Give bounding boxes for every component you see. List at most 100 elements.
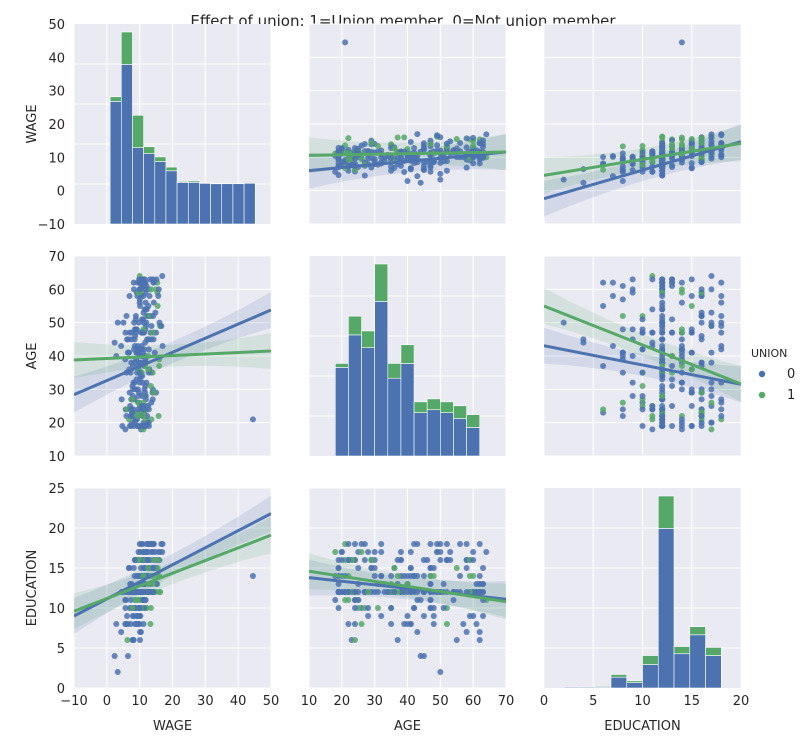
scatter-point <box>124 613 131 619</box>
scatter-point <box>335 156 342 163</box>
scatter-point <box>470 613 477 619</box>
scatter-point <box>649 339 656 346</box>
scatter-point <box>708 138 715 145</box>
scatter-point <box>718 406 725 413</box>
scatter-point <box>649 413 656 419</box>
scatter-point <box>639 346 646 353</box>
scatter-point <box>150 336 157 343</box>
scatter-point <box>427 141 434 148</box>
scatter-point <box>609 343 616 349</box>
scatter-point <box>401 621 408 627</box>
scatter-point <box>142 383 149 389</box>
scatter-point <box>708 286 715 293</box>
xtick-label: 40 <box>230 694 247 709</box>
scatter-point <box>137 637 144 643</box>
scatter-point <box>401 168 408 175</box>
scatter-point <box>365 613 372 619</box>
scatter-point <box>708 419 715 426</box>
scatter-point <box>345 156 352 163</box>
scatter-point <box>135 621 142 627</box>
hist-bar-union0 <box>657 528 675 688</box>
scatter-point <box>145 366 152 373</box>
scatter-point <box>149 329 156 336</box>
scatter-point <box>659 329 666 336</box>
hist-bar-union1 <box>626 680 643 683</box>
scatter-point <box>659 423 666 429</box>
panel-wage-vs-wage: −10 0 10 20 30 40 50 WAGE <box>25 18 272 233</box>
scatter-point <box>430 565 437 571</box>
hist-bar-union1 <box>642 655 659 665</box>
hist-bar-union0 <box>374 301 389 456</box>
scatter-point <box>147 383 154 389</box>
scatter-point <box>560 319 567 326</box>
panel-body <box>544 273 741 433</box>
scatter-point <box>154 565 161 571</box>
scatter-point <box>365 148 372 155</box>
scatter-point <box>698 413 705 419</box>
ytick-label: 20 <box>48 417 65 432</box>
scatter-point <box>140 621 147 627</box>
ytick-label: 10 <box>48 602 65 617</box>
scatter-point <box>659 145 666 152</box>
scatter-point <box>669 145 676 152</box>
scatter-point <box>600 153 607 160</box>
xlabel-education: EDUCATION <box>604 719 680 734</box>
scatter-point <box>368 565 375 571</box>
scatter-point <box>420 557 427 563</box>
xtick-label: 70 <box>498 694 515 709</box>
regression-line-union0 <box>544 344 741 386</box>
hist-bar-union0 <box>642 664 659 688</box>
scatter-point <box>678 363 685 369</box>
scatter-point <box>133 613 140 619</box>
scatter-point <box>619 168 626 175</box>
scatter-point <box>649 276 656 283</box>
scatter-point <box>447 549 454 555</box>
scatter-point <box>401 573 408 579</box>
hist-bar-union1 <box>673 646 691 655</box>
scatter-point <box>698 139 705 146</box>
scatter-point <box>437 669 444 675</box>
scatter-point <box>659 276 666 283</box>
hist-bar-union0 <box>348 334 362 456</box>
scatter-point <box>463 541 470 547</box>
scatter-point <box>407 565 414 571</box>
scatter-point <box>649 403 656 409</box>
hist-bar-union0 <box>610 676 628 688</box>
xtick-label: 10 <box>634 694 651 709</box>
scatter-point <box>358 621 365 627</box>
scatter-point <box>708 131 715 138</box>
ytick-label: 40 <box>48 51 65 66</box>
xtick-label: 30 <box>366 694 383 709</box>
scatter-point <box>460 621 467 627</box>
hist-bar-union1 <box>466 414 481 428</box>
hist-bar-union1 <box>657 495 675 529</box>
scatter-point <box>447 138 454 145</box>
legend-label-1: 1 <box>787 388 795 403</box>
hist-bar-union0 <box>232 183 245 224</box>
scatter-point <box>639 161 646 168</box>
scatter-point <box>470 549 477 555</box>
hist-bar-union0 <box>453 418 467 456</box>
scatter-point <box>708 386 715 393</box>
scatter-point <box>718 329 725 336</box>
scatter-point <box>407 138 414 145</box>
ytick-label: 0 <box>57 682 65 697</box>
scatter-point <box>420 613 427 619</box>
scatter-point <box>118 629 125 635</box>
scatter-point <box>463 629 470 635</box>
xlabel-age: AGE <box>394 719 421 734</box>
scatter-point <box>639 142 646 149</box>
scatter-point <box>420 146 427 153</box>
legend: UNION 0 1 <box>751 347 795 403</box>
ytick-label: 15 <box>48 562 65 577</box>
scatter-point <box>135 605 142 611</box>
xtick-label: 20 <box>164 694 181 709</box>
scatter-point <box>619 313 626 319</box>
scatter-point <box>338 549 345 555</box>
scatter-point <box>457 541 464 547</box>
hist-bar-union0 <box>143 153 156 224</box>
scatter-point <box>480 154 487 161</box>
scatter-point <box>133 326 140 333</box>
scatter-point <box>148 286 155 293</box>
